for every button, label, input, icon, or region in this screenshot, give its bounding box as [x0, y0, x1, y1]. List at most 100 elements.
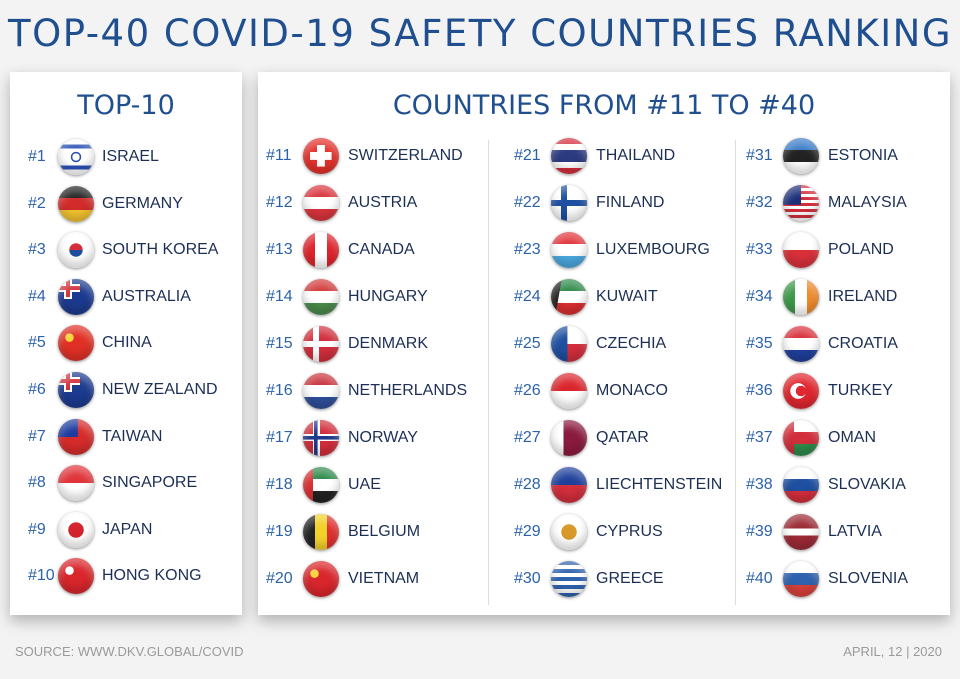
rank-number: #33	[746, 241, 773, 258]
ranking-item-netherlands: #16 NETHERLANDS	[266, 373, 486, 411]
flag-belgium-icon	[303, 514, 339, 550]
country-name: IRELAND	[828, 288, 898, 305]
country-name: HUNGARY	[348, 288, 428, 305]
page-title: TOP-40 COVID-19 SAFETY COUNTRIES RANKING	[7, 12, 953, 55]
flag-estonia-icon	[783, 138, 819, 174]
rank-number: #10	[28, 567, 55, 585]
rank-number: #38	[746, 476, 773, 493]
rank-number: #37	[746, 429, 773, 446]
ranking-item-hungary: #14 HUNGARY	[266, 279, 486, 317]
ranking-item-japan: #9 JAPAN	[28, 511, 248, 550]
top10-panel: TOP-10 #1 ISRAEL #2 GERMANY #3 SOUTH KOREA #4 A…	[10, 72, 242, 615]
rank-number: #40	[746, 570, 773, 587]
ranking-item-poland: #33 POLAND	[746, 232, 960, 270]
country-name: CHINA	[102, 334, 152, 352]
rank-number: #21	[514, 147, 541, 164]
ranking-item-kuwait: #24 KUWAIT	[514, 279, 734, 317]
rank-number: #2	[28, 194, 46, 212]
country-name: CANADA	[348, 241, 415, 258]
flag-taiwan-icon	[58, 418, 94, 455]
ranks-11-40-heading: COUNTRIES FROM #11 TO #40	[392, 90, 816, 121]
rank-number: #28	[514, 476, 541, 493]
country-name: HONG KONG	[102, 567, 202, 585]
country-name: CROATIA	[828, 335, 898, 352]
country-name: SLOVAKIA	[828, 476, 906, 493]
rank-number: #12	[266, 194, 293, 211]
flag-israel-icon	[58, 139, 94, 175]
country-name: ESTONIA	[828, 147, 898, 164]
country-name: MALAYSIA	[828, 194, 907, 211]
country-name: TURKEY	[828, 382, 893, 399]
ranking-item-canada: #13 CANADA	[266, 232, 486, 270]
flag-slovenia-icon	[783, 561, 819, 597]
flag-poland-icon	[783, 232, 819, 268]
flag-germany-icon	[58, 185, 94, 222]
ranking-item-qatar: #27 QATAR	[514, 420, 734, 458]
rank-number: #22	[514, 194, 541, 211]
flag-latvia-icon	[783, 514, 819, 550]
ranking-item-latvia: #39 LATVIA	[746, 514, 960, 552]
rank-number: #23	[514, 241, 541, 258]
flag-hong-kong-icon	[58, 558, 94, 595]
ranking-item-malaysia: #32 MALAYSIA	[746, 185, 960, 223]
flag-thailand-icon	[551, 138, 587, 174]
flag-hungary-icon	[303, 279, 339, 315]
ranking-item-turkey: #36 TURKEY	[746, 373, 960, 411]
flag-luxembourg-icon	[551, 232, 587, 268]
ranking-item-thailand: #21 THAILAND	[514, 138, 734, 176]
rank-number: #14	[266, 288, 293, 305]
flag-singapore-icon	[58, 465, 94, 502]
ranking-item-ireland: #34 IRELAND	[746, 279, 960, 317]
country-name: GREECE	[596, 570, 664, 587]
ranking-item-monaco: #26 MONACO	[514, 373, 734, 411]
flag-denmark-icon	[303, 326, 339, 362]
ranking-item-cyprus: #29 CYPRUS	[514, 514, 734, 552]
flag-slovakia-icon	[783, 467, 819, 503]
rank-number: #30	[514, 570, 541, 587]
ranking-item-croatia: #35 CROATIA	[746, 326, 960, 364]
ranking-item-uae: #18 UAE	[266, 467, 486, 505]
country-name: NEW ZEALAND	[102, 381, 218, 398]
ranking-item-greece: #30 GREECE	[514, 561, 734, 599]
rank-number: #1	[28, 148, 46, 165]
flag-new-zealand-icon	[58, 372, 94, 408]
flag-china-icon	[58, 325, 94, 362]
rank-number: #4	[28, 287, 46, 305]
flag-finland-icon	[551, 185, 587, 221]
country-name: NORWAY	[348, 429, 418, 446]
flag-qatar-icon	[551, 420, 587, 456]
ranking-item-hong-kong: #10 HONG KONG	[28, 558, 248, 596]
country-name: SINGAPORE	[102, 474, 198, 492]
ranking-item-australia: #4 AUSTRALIA	[28, 278, 248, 317]
flag-monaco-icon	[551, 373, 587, 409]
ranking-item-slovakia: #38 SLOVAKIA	[746, 467, 960, 505]
flag-ireland-icon	[783, 279, 819, 315]
ranking-item-switzerland: #11 SWITZERLAND	[266, 138, 486, 176]
country-name: JAPAN	[102, 520, 153, 538]
flag-liechtenstein-icon	[551, 467, 587, 503]
country-name: OMAN	[828, 429, 876, 446]
rank-number: #15	[266, 335, 293, 352]
column-divider	[488, 140, 489, 605]
country-name: DENMARK	[348, 335, 429, 352]
flag-czechia-icon	[551, 326, 587, 362]
ranking-item-luxembourg: #23 LUXEMBOURG	[514, 232, 734, 270]
rank-number: #32	[746, 194, 773, 211]
rank-number: #34	[746, 288, 773, 305]
ranking-item-liechtenstein: #28 LIECHTENSTEIN	[514, 467, 734, 505]
country-name: UAE	[348, 476, 381, 493]
rank-number: #20	[266, 570, 293, 587]
country-name: BELGIUM	[348, 523, 421, 540]
country-name: CYPRUS	[596, 523, 663, 540]
country-name: GERMANY	[102, 194, 183, 212]
country-name: AUSTRALIA	[102, 287, 191, 305]
source-note: SOURCE: WWW.DKV.GLOBAL/COVID	[15, 644, 244, 659]
ranking-item-denmark: #15 DENMARK	[266, 326, 486, 364]
ranking-item-oman: #37 OMAN	[746, 420, 960, 458]
rank-number: #17	[266, 429, 293, 446]
rank-number: #36	[746, 382, 773, 399]
rank-number: #3	[28, 241, 46, 259]
ranking-item-singapore: #8 SINGAPORE	[28, 465, 248, 503]
ranks-11-40-panel: COUNTRIES FROM #11 TO #40 #11 SWITZERLAND…	[258, 72, 950, 615]
rank-number: #18	[266, 476, 293, 493]
